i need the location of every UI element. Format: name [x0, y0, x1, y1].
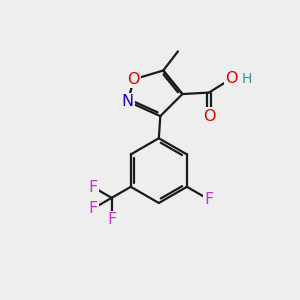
Text: O: O [202, 109, 215, 124]
Text: O: O [128, 72, 140, 87]
Text: F: F [204, 192, 214, 207]
Text: H: H [241, 72, 252, 86]
Text: O: O [225, 71, 238, 86]
Text: F: F [88, 201, 98, 216]
Text: N: N [122, 94, 134, 109]
Text: F: F [88, 180, 98, 195]
Text: F: F [107, 212, 116, 227]
